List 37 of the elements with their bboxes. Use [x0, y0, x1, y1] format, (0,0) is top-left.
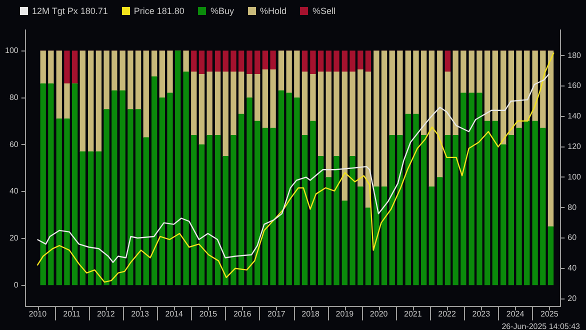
x-tick-label: 2021: [404, 309, 422, 318]
x-tick-label: 2018: [302, 309, 320, 318]
legend-label: Price 181.80: [134, 6, 184, 16]
x-tick-label: 2022: [438, 309, 456, 318]
y2-tick-label: 20: [568, 294, 578, 304]
x-tick-label: 2025: [540, 309, 559, 318]
y2-tick-label: 140: [568, 112, 582, 121]
legend-label: %Buy: [210, 6, 234, 16]
y2-tick-label: 40: [568, 264, 578, 273]
x-tick-label: 2023: [472, 309, 491, 318]
x-tick-label: 2017: [268, 309, 286, 318]
y-tick-label: 80: [9, 92, 19, 102]
legend-label: %Sell: [312, 6, 336, 16]
x-tick-label: 2010: [28, 309, 48, 318]
y-tick-label: 20: [9, 234, 19, 243]
x-tick-label: 2011: [63, 309, 81, 318]
x-tick-label: 2024: [506, 309, 525, 318]
y2-tick-label: 60: [568, 233, 578, 242]
y-tick-label: 40: [9, 186, 19, 196]
y-tick-label: 60: [9, 140, 19, 149]
y2-tick-label: 100: [568, 172, 582, 182]
x-tick-label: 2014: [165, 309, 184, 318]
legend-label: %Hold: [260, 6, 286, 16]
text: 26-Jun-2025 14:05:43: [502, 322, 580, 330]
y2-tick-label: 80: [568, 202, 578, 212]
x-tick-label: 2016: [233, 309, 252, 318]
x-tick-label: 2020: [370, 309, 388, 318]
x-tick-label: 2019: [336, 309, 354, 318]
y2-tick-label: 120: [568, 142, 582, 152]
y2-tick-label: 180: [568, 50, 582, 60]
y2-tick-label: 160: [568, 81, 582, 90]
legend-label: 12M Tgt Px 180.71: [32, 6, 108, 16]
y-tick-label: 0: [14, 280, 19, 290]
y-tick-label: 100: [4, 46, 19, 56]
x-tick-label: 2012: [96, 309, 116, 318]
x-tick-label: 2013: [131, 309, 150, 318]
x-tick-label: 2015: [199, 309, 218, 318]
